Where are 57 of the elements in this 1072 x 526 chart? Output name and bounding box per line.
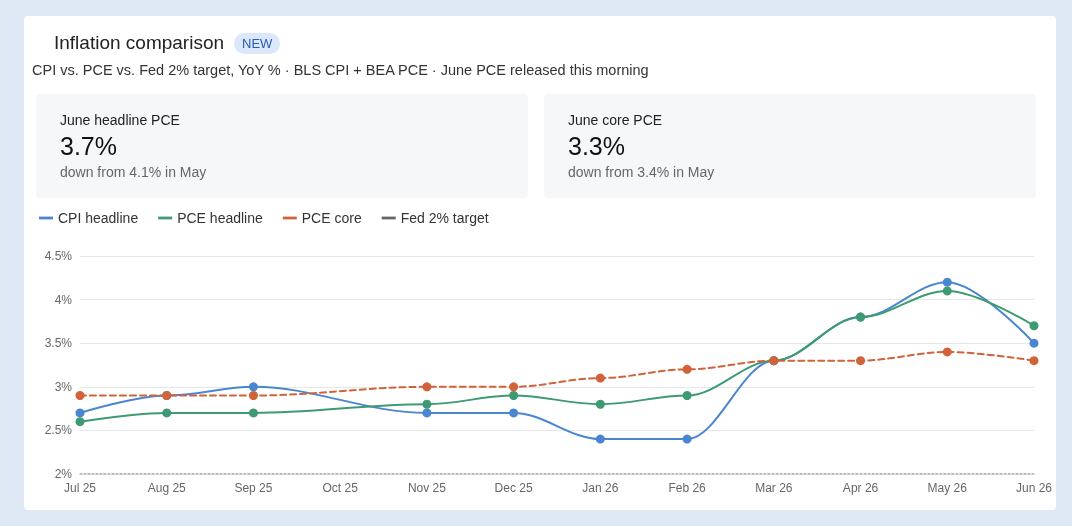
y-tick-label: 2% (54, 467, 73, 481)
point (509, 391, 519, 401)
point (682, 434, 692, 444)
point (595, 399, 605, 409)
x-tick-label: Nov 25 (407, 481, 447, 495)
x-tick-label: Apr 26 (842, 481, 879, 495)
x-tick-label: Dec 25 (494, 481, 533, 495)
x-tick-label: Jun 26 (1015, 481, 1053, 495)
text: 3.3% (568, 132, 625, 161)
x-tick-label: May 26 (927, 481, 968, 495)
point (856, 356, 866, 366)
legend-label: PCE core (301, 210, 362, 226)
point (422, 382, 432, 392)
y-tick-label: 4% (54, 292, 73, 307)
point (595, 373, 605, 383)
point (942, 286, 952, 296)
text: down from 3.4% in May (568, 164, 715, 180)
point (1029, 338, 1039, 348)
point (75, 408, 85, 418)
point (509, 408, 519, 418)
x-tick-label: Jul 25 (63, 481, 97, 495)
legend-label: Fed 2% target (400, 210, 489, 226)
x-tick-label: Aug 25 (147, 481, 187, 495)
x-tick-label: Feb 26 (668, 481, 707, 495)
point (248, 408, 258, 418)
point (422, 399, 432, 409)
text: NEW (234, 32, 281, 54)
point (1029, 321, 1039, 331)
point (248, 391, 258, 401)
legend-label: CPI headline (58, 210, 139, 226)
point (682, 364, 692, 374)
point (509, 382, 519, 392)
x-tick-label: Oct 25 (322, 481, 359, 495)
x-tick-label: Sep 25 (234, 481, 273, 495)
legend-label: PCE headline (177, 210, 263, 226)
y-tick-label: 3.5% (44, 336, 73, 351)
point (248, 382, 258, 392)
point (422, 408, 432, 418)
point (75, 391, 85, 401)
y-tick-label: 3% (54, 379, 73, 394)
point (1029, 356, 1039, 366)
point (942, 347, 952, 357)
text: June headline PCE (60, 112, 180, 128)
point (942, 277, 952, 287)
chart-title: Inflation comparison (54, 32, 225, 54)
text: June core PCE (568, 112, 663, 128)
point (595, 434, 605, 444)
point (162, 408, 172, 418)
x-tick-label: Jan 26 (582, 481, 619, 495)
point (682, 391, 692, 401)
x-tick-label: Mar 26 (755, 481, 793, 495)
chart-subtitle: CPI vs. PCE vs. Fed 2% target, YoY % · BLS CPI + BEA PCE · June PCE released this morning (32, 62, 649, 78)
text: 3.7% (60, 132, 117, 161)
y-tick-label: 2.5% (44, 423, 73, 438)
text: down from 4.1% in May (60, 164, 207, 180)
point (75, 417, 85, 427)
y-tick-label: 4.5% (44, 249, 73, 263)
